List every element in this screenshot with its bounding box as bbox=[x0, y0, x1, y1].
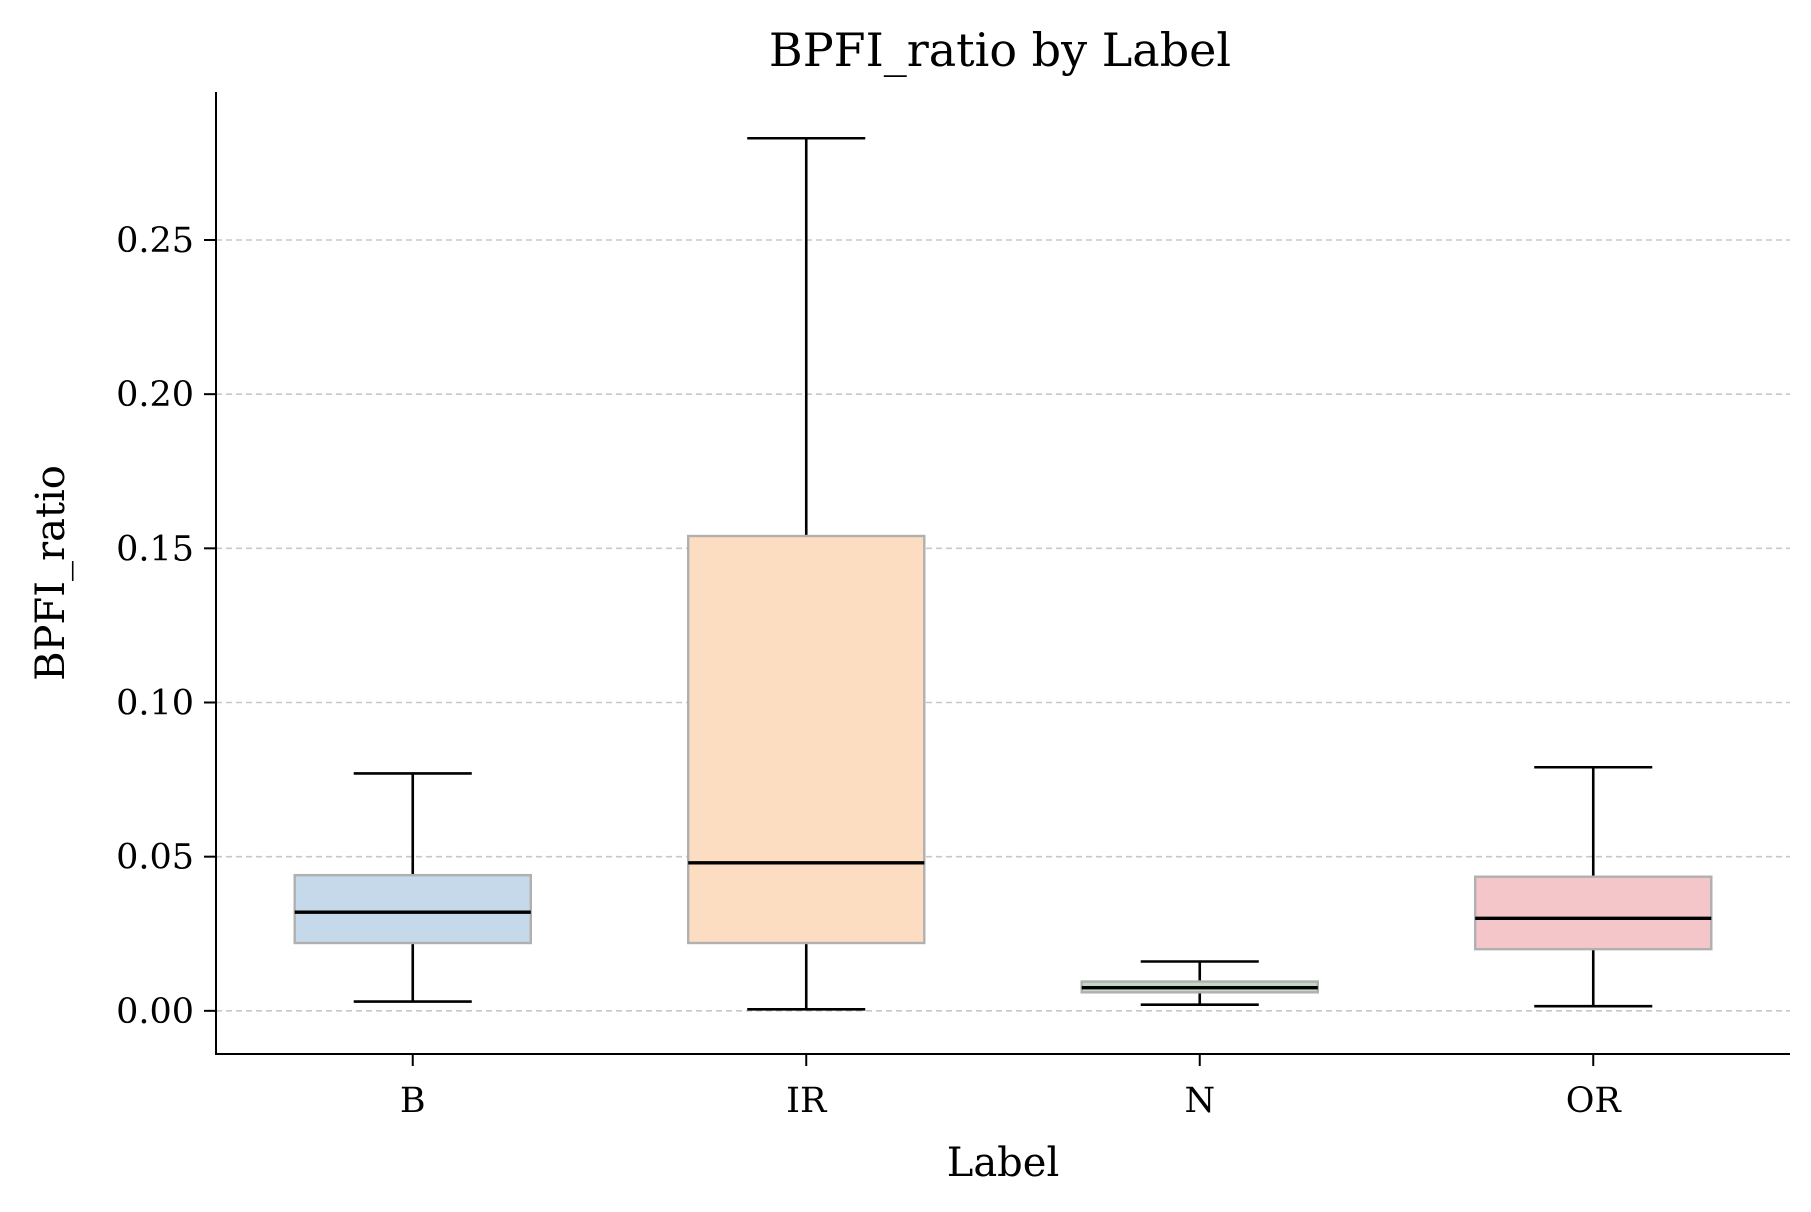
x-ticks: B IR N OR bbox=[400, 1054, 1623, 1121]
x-tick-label-2: N bbox=[1184, 1081, 1215, 1121]
y-tick-label-4: 0.20 bbox=[116, 375, 194, 415]
y-tick-label-2: 0.10 bbox=[116, 684, 194, 724]
y-ticks: 0.00 0.05 0.10 0.15 0.20 0.25 bbox=[116, 221, 216, 1032]
x-axis-label: Label bbox=[947, 1140, 1059, 1186]
box-group-or bbox=[1473, 765, 1713, 1008]
y-tick-label-1: 0.05 bbox=[116, 838, 194, 878]
x-tick-label-1: IR bbox=[786, 1081, 828, 1121]
box-ir bbox=[687, 534, 926, 945]
y-axis-label: BPFI_ratio bbox=[28, 465, 74, 681]
box-group-b bbox=[293, 772, 533, 1003]
axes bbox=[215, 92, 1790, 1055]
box-or bbox=[1473, 875, 1713, 951]
y-tick-label-0: 0.00 bbox=[116, 992, 194, 1032]
chart-title: BPFI_ratio by Label bbox=[769, 23, 1231, 77]
box-b bbox=[293, 873, 533, 945]
grid-lines bbox=[216, 239, 1790, 1012]
x-tick-label-3: OR bbox=[1566, 1081, 1623, 1121]
box-group-n bbox=[1080, 960, 1319, 1006]
x-tick-label-0: B bbox=[400, 1081, 426, 1121]
y-tick-label-5: 0.25 bbox=[116, 221, 194, 261]
y-tick-label-3: 0.15 bbox=[116, 529, 194, 569]
boxes bbox=[293, 136, 1713, 1011]
box-group-ir bbox=[687, 136, 926, 1011]
